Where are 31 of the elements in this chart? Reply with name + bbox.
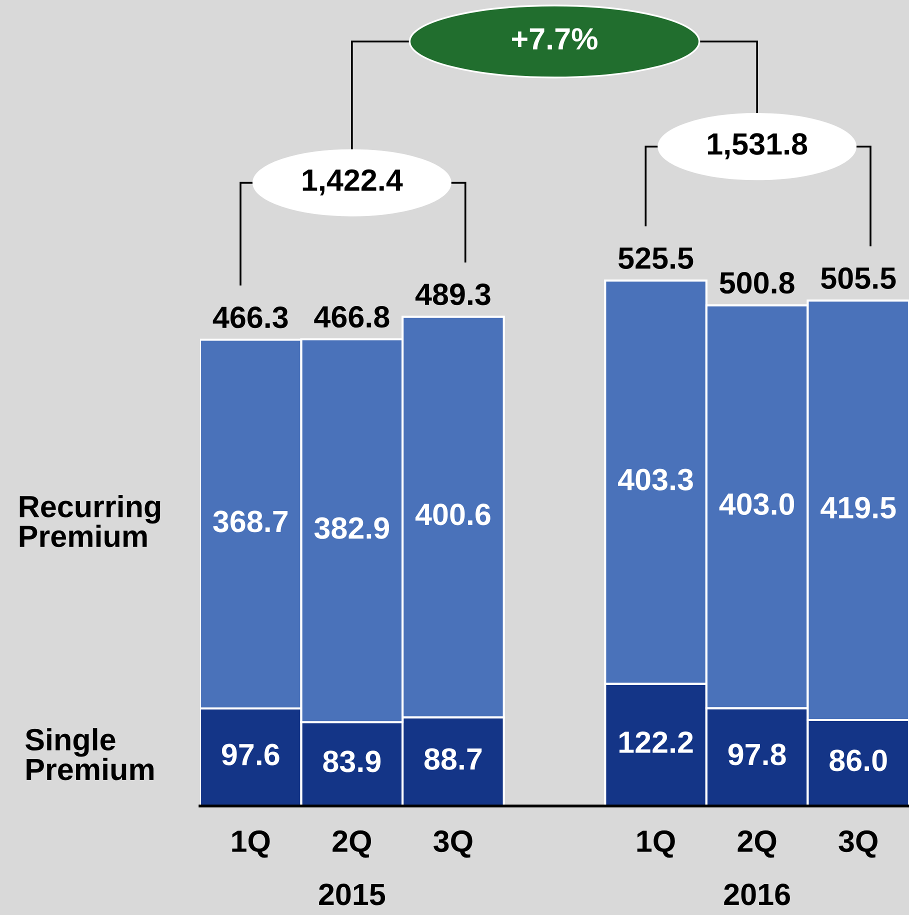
text: +7.7%: [512, 28, 598, 50]
data-label: 97.6: [222, 744, 280, 766]
text: 1,531.8: [708, 133, 808, 160]
data-label: 122.2: [619, 731, 693, 753]
data-label: 368.7: [213, 510, 288, 532]
data-label: 88.7: [424, 748, 482, 770]
data-label: 403.3: [618, 468, 693, 490]
x-tick-label: 3Q: [838, 830, 878, 858]
text: 2016: [724, 884, 790, 906]
data-label: 97.8: [728, 744, 786, 766]
data-label: 83.9: [323, 750, 381, 772]
series-label: Recurring Premium: [20, 494, 160, 548]
data-label: 419.5: [820, 496, 896, 518]
total-label: 466.8: [314, 306, 390, 328]
total-label: 500.8: [720, 272, 794, 294]
x-tick-label: 1Q: [232, 830, 270, 858]
data-label: 382.9: [314, 517, 390, 539]
data-label: 403.0: [719, 493, 794, 515]
data-label: 86.0: [830, 750, 887, 772]
x-tick-label: 1Q: [637, 830, 675, 858]
total-label: 489.3: [415, 284, 490, 306]
total-label: 525.5: [618, 247, 694, 269]
text: 2015: [319, 884, 386, 906]
x-tick-label: 2Q: [738, 830, 776, 858]
series-label: Single Premium: [26, 728, 154, 780]
data-label: 400.6: [415, 504, 490, 526]
text: 1,422.4: [302, 169, 403, 196]
x-tick-label: 3Q: [434, 830, 472, 858]
total-label: 505.5: [821, 267, 896, 289]
total-label: 466.3: [212, 306, 288, 328]
x-tick-label: 2Q: [332, 830, 372, 858]
